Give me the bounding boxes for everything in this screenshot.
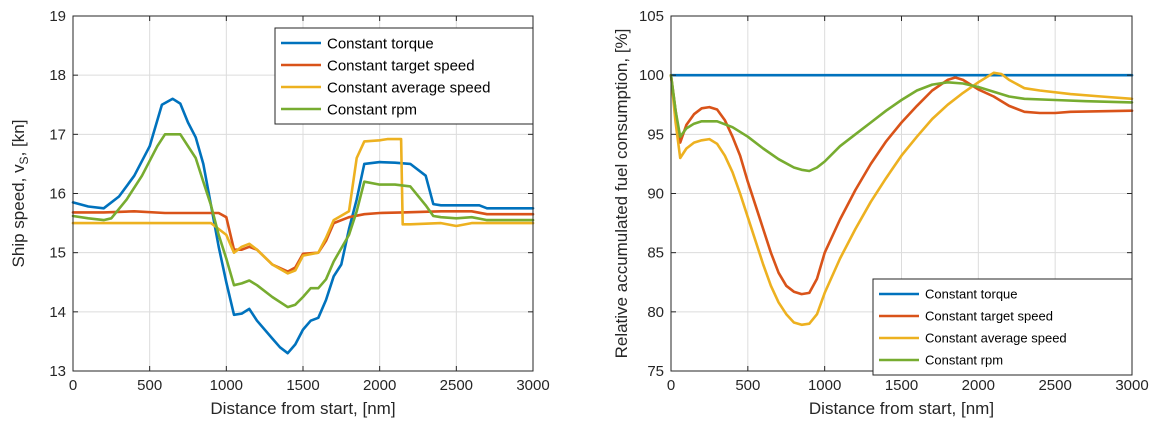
y-tick-label: 75: [647, 363, 664, 380]
legend-label-constant-target-speed: Constant target speed: [327, 57, 475, 74]
x-tick-label: 500: [735, 377, 760, 394]
x-tick-label: 1500: [885, 377, 918, 394]
legend-label-constant-average-speed: Constant average speed: [925, 331, 1067, 346]
series-line-constant-average-speed: [71, 137, 535, 275]
y-tick-label: 90: [647, 186, 664, 203]
legend-label-constant-average-speed: Constant average speed: [327, 79, 490, 96]
x-axis-label: Distance from start, [nm]: [809, 399, 994, 418]
series-group: [71, 97, 535, 355]
y-tick-label: 95: [647, 126, 664, 143]
legend: Constant torque Constant target speed Cons…: [872, 278, 1133, 376]
x-tick-label: 1500: [286, 377, 319, 394]
y-axis-label-unit: , [kn]: [9, 120, 28, 157]
x-tick-label: 3000: [1115, 377, 1148, 394]
y-tick-label: 17: [49, 126, 66, 143]
x-tick-label: 0: [69, 377, 77, 394]
x-tick-label: 2500: [1038, 377, 1071, 394]
series-line-constant-target-speed: [71, 210, 535, 273]
legend-label-constant-rpm: Constant rpm: [925, 353, 1003, 368]
x-tick-label: 2000: [363, 377, 396, 394]
y-axis-label: Relative accumulated fuel consumption, […: [612, 29, 631, 359]
series-line-constant-torque: [71, 97, 535, 355]
x-tick-label: 2000: [962, 377, 995, 394]
y-tick-label: 100: [639, 67, 664, 84]
ticks: 0 500 1000 1500 2000 2500 3000 13 14 15 16 17 18 19: [49, 8, 549, 394]
chart-speed: 0 500 1000 1500 2000 2500 3000 13 14 15 16 17 18 19 Di…: [9, 8, 550, 418]
y-tick-label: 85: [647, 245, 664, 262]
legend-label-constant-torque: Constant torque: [925, 287, 1018, 302]
y-tick-label: 80: [647, 304, 664, 321]
y-tick-label: 13: [49, 363, 66, 380]
x-axis-label: Distance from start, [nm]: [210, 399, 395, 418]
x-tick-label: 1000: [808, 377, 841, 394]
y-tick-label: 14: [49, 304, 66, 321]
legend-label-constant-torque: Constant torque: [327, 35, 434, 52]
y-tick-label: 16: [49, 186, 66, 203]
y-axis-label: Ship speed, vS, [kn]: [9, 120, 31, 268]
x-tick-label: 0: [667, 377, 675, 394]
y-tick-label: 19: [49, 8, 66, 25]
y-axis-label-subscript: S: [17, 156, 31, 164]
x-tick-label: 2500: [440, 377, 473, 394]
x-tick-label: 3000: [516, 377, 549, 394]
legend-label-constant-target-speed: Constant target speed: [925, 309, 1053, 324]
series-group: [669, 71, 1134, 327]
series-line-constant-average-speed: [669, 71, 1134, 327]
x-tick-label: 500: [137, 377, 162, 394]
series-line-constant-target-speed: [669, 73, 1134, 296]
legend-label-constant-rpm: Constant rpm: [327, 101, 417, 118]
chart-fuel: 0 500 1000 1500 2000 2500 3000 75 80 85 90 95 100 105…: [612, 8, 1149, 418]
y-axis-label-main: Ship speed, v: [9, 164, 28, 268]
series-line-constant-rpm: [71, 133, 535, 309]
x-tick-label: 1000: [210, 377, 243, 394]
series-line-constant-rpm: [669, 73, 1134, 173]
y-tick-label: 105: [639, 8, 664, 25]
y-tick-label: 15: [49, 245, 66, 262]
y-tick-label: 18: [49, 67, 66, 84]
legend: Constant torque Constant target speed Cons…: [274, 27, 534, 125]
ticks: 0 500 1000 1500 2000 2500 3000 75 80 85 90 95 100 105: [639, 8, 1149, 394]
